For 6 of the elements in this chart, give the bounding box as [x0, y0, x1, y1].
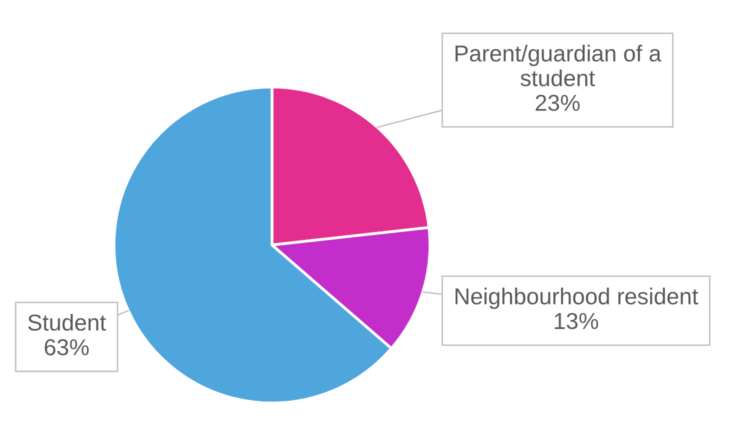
data-label: 13% [554, 312, 598, 330]
data-label: 63% [44, 339, 89, 356]
slice-label: Neighbourhood resident [456, 288, 698, 310]
slice-label: Parent/guardian of a student [456, 44, 662, 86]
data-label: 23% [536, 94, 580, 111]
slice-label: Student [28, 314, 106, 331]
